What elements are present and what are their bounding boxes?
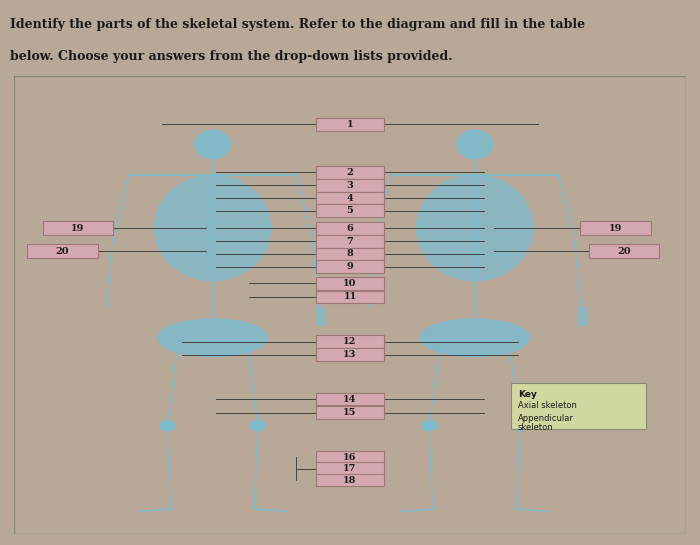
Text: Appendicular: Appendicular	[518, 414, 574, 423]
Bar	[316, 462, 384, 475]
Text: Identify the parts of the skeletal system. Refer to the diagram and fill in the : Identify the parts of the skeletal syste…	[10, 17, 586, 31]
Text: 1: 1	[346, 120, 354, 129]
Bar	[580, 221, 651, 235]
Circle shape	[250, 420, 265, 431]
Bar	[43, 221, 113, 235]
Circle shape	[421, 420, 437, 431]
Text: 6: 6	[346, 224, 354, 233]
Text: 13: 13	[343, 350, 357, 359]
Circle shape	[160, 420, 175, 431]
Bar	[316, 179, 384, 192]
Text: 10: 10	[343, 278, 357, 288]
Text: Axial skeleton: Axial skeleton	[518, 401, 577, 410]
Text: 5: 5	[346, 207, 354, 215]
Bar	[316, 222, 384, 235]
Bar	[316, 451, 384, 464]
Bar	[27, 244, 98, 258]
Bar	[589, 244, 659, 258]
Text: 14: 14	[343, 395, 357, 403]
Bar	[316, 204, 384, 217]
Text: 3: 3	[346, 181, 354, 190]
Ellipse shape	[154, 175, 270, 281]
Text: 8: 8	[346, 250, 354, 258]
Bar	[316, 166, 384, 179]
Bar	[316, 235, 384, 247]
Bar	[511, 383, 645, 429]
Text: below. Choose your answers from the drop-down lists provided.: below. Choose your answers from the drop…	[10, 50, 453, 63]
Text: 12: 12	[343, 337, 357, 346]
Ellipse shape	[456, 130, 492, 159]
Bar	[316, 348, 384, 361]
Text: Key: Key	[518, 390, 537, 399]
Bar	[316, 118, 384, 131]
Text: 7: 7	[346, 237, 354, 246]
Text: 4: 4	[346, 193, 354, 203]
Text: 15: 15	[343, 408, 357, 417]
Text: 9: 9	[346, 262, 354, 271]
Text: 20: 20	[617, 247, 631, 256]
Text: 19: 19	[609, 224, 622, 233]
Bar	[316, 192, 384, 204]
Bar	[316, 247, 384, 261]
Bar	[316, 277, 384, 289]
Ellipse shape	[158, 319, 267, 356]
Bar	[316, 261, 384, 273]
Text: skeleton: skeleton	[518, 423, 554, 432]
Bar	[316, 290, 384, 304]
Bar	[316, 335, 384, 348]
Bar	[316, 407, 384, 419]
Text: 18: 18	[343, 476, 357, 485]
Text: 2: 2	[346, 168, 354, 177]
Text: 16: 16	[343, 453, 357, 462]
Ellipse shape	[195, 130, 230, 159]
Text: 11: 11	[344, 293, 356, 301]
Text: 20: 20	[55, 247, 69, 256]
Text: 19: 19	[71, 224, 85, 233]
Ellipse shape	[419, 319, 529, 356]
Text: 17: 17	[343, 464, 357, 473]
Bar	[316, 392, 384, 405]
Bar	[316, 474, 384, 487]
Ellipse shape	[416, 175, 533, 281]
Circle shape	[512, 420, 527, 431]
